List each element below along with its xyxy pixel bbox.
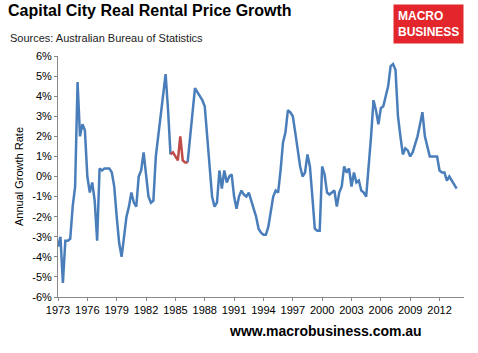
svg-text:5%: 5% <box>36 70 52 82</box>
svg-text:3%: 3% <box>36 110 52 122</box>
svg-text:-1%: -1% <box>32 190 52 202</box>
svg-text:Sources: Australian Bureau of: Sources: Australian Bureau of Statistics <box>10 32 203 44</box>
svg-text:1988: 1988 <box>193 304 217 316</box>
svg-text:-2%: -2% <box>32 211 52 223</box>
svg-text:1997: 1997 <box>281 304 305 316</box>
svg-text:1985: 1985 <box>163 304 187 316</box>
svg-text:2%: 2% <box>36 130 52 142</box>
svg-text:6%: 6% <box>36 50 52 62</box>
svg-text:2012: 2012 <box>427 304 451 316</box>
svg-text:1979: 1979 <box>104 304 128 316</box>
svg-text:4%: 4% <box>36 90 52 102</box>
svg-text:-5%: -5% <box>32 271 52 283</box>
svg-text:-6%: -6% <box>32 291 52 303</box>
svg-text:2009: 2009 <box>398 304 422 316</box>
svg-text:www.macrobusiness.com.au: www.macrobusiness.com.au <box>229 323 422 339</box>
svg-text:2000: 2000 <box>310 304 334 316</box>
svg-text:2003: 2003 <box>339 304 363 316</box>
svg-text:MACROBUSINESS: MACROBUSINESS <box>398 9 459 39</box>
svg-text:1982: 1982 <box>134 304 158 316</box>
svg-text:1976: 1976 <box>75 304 99 316</box>
svg-text:2006: 2006 <box>369 304 393 316</box>
svg-text:Capital City Real Rental Price: Capital City Real Rental Price Growth <box>8 2 292 19</box>
svg-text:-4%: -4% <box>32 251 52 263</box>
svg-text:-3%: -3% <box>32 231 52 243</box>
svg-text:0%: 0% <box>36 170 52 182</box>
svg-text:1991: 1991 <box>222 304 246 316</box>
svg-text:Annual Growth Rate: Annual Growth Rate <box>13 127 25 226</box>
svg-text:1973: 1973 <box>46 304 70 316</box>
svg-text:1%: 1% <box>36 150 52 162</box>
svg-text:1994: 1994 <box>251 304 275 316</box>
